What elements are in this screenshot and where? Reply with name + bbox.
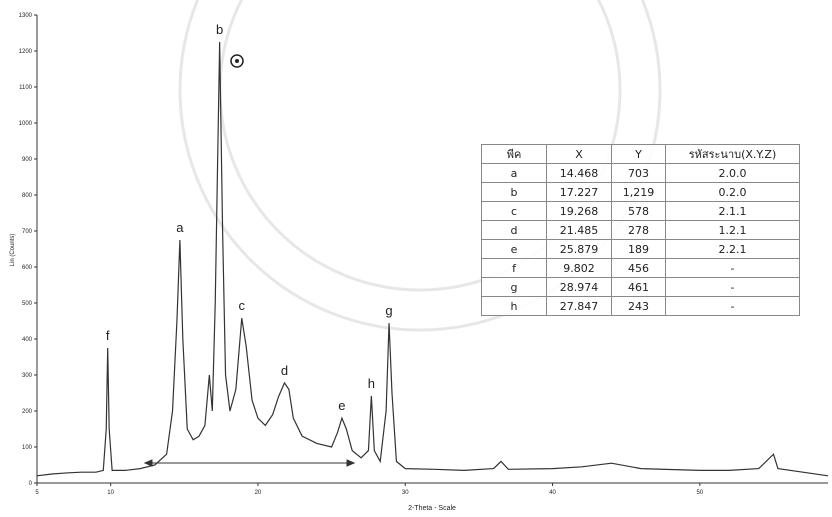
- peak-label: d: [281, 363, 288, 378]
- y-tick-label: 1100: [19, 85, 33, 91]
- table-cell: 578: [612, 202, 666, 221]
- table-cell: b: [482, 183, 547, 202]
- x-tick-label: 50: [697, 490, 704, 496]
- x-tick-label: 40: [549, 490, 556, 496]
- table-cell: d: [482, 221, 547, 240]
- table-cell: 2.1.1: [666, 202, 800, 221]
- peak-label: g: [385, 303, 392, 318]
- table-cell: พีค: [482, 145, 547, 164]
- table-cell: 1.2.1: [666, 221, 800, 240]
- table-cell: 703: [612, 164, 666, 183]
- table-cell: 25.879: [547, 240, 612, 259]
- table-cell: 9.802: [547, 259, 612, 278]
- peak-label: c: [238, 298, 245, 313]
- table-cell: X: [547, 145, 612, 164]
- table-cell: 14.468: [547, 164, 612, 183]
- y-tick-label: 900: [22, 157, 33, 163]
- y-tick-label: 400: [22, 337, 33, 343]
- table-cell: Y: [612, 145, 666, 164]
- table-cell: 28.974: [547, 278, 612, 297]
- table-cell: 27.847: [547, 297, 612, 316]
- table-cell: 456: [612, 259, 666, 278]
- y-tick-label: 500: [22, 301, 33, 307]
- peak-label: f: [106, 328, 110, 343]
- peak-label: a: [176, 220, 184, 235]
- table-cell: รหัสระนาบ(X.Y.Z): [666, 145, 800, 164]
- table-cell: 1,219: [612, 183, 666, 202]
- y-tick-label: 600: [22, 265, 33, 271]
- table-cell: 0.2.0: [666, 183, 800, 202]
- table-cell: h: [482, 297, 547, 316]
- table-cell: g: [482, 278, 547, 297]
- table-cell: 2.2.1: [666, 240, 800, 259]
- x-tick-label: 10: [107, 490, 114, 496]
- peak-label: b: [216, 22, 223, 37]
- table-cell: 21.485: [547, 221, 612, 240]
- x-axis-label: 2-Theta - Scale: [408, 505, 456, 512]
- peak-label: h: [368, 376, 375, 391]
- table-cell: 461: [612, 278, 666, 297]
- table-cell: 17.227: [547, 183, 612, 202]
- table-cell: 2.0.0: [666, 164, 800, 183]
- table-cell: f: [482, 259, 547, 278]
- y-tick-label: 200: [22, 409, 33, 415]
- y-tick-label: 1200: [19, 49, 33, 55]
- table-cell: 19.268: [547, 202, 612, 221]
- page: Lin (Counts) 2-Theta - Scale 0 100 200 300 4…: [0, 0, 832, 517]
- peak-label: e: [338, 398, 345, 413]
- range-arrow: [145, 460, 354, 466]
- table-cell: -: [666, 259, 800, 278]
- y-tick-label: 1300: [19, 13, 33, 19]
- y-tick-label: 700: [22, 229, 33, 235]
- table-cell: -: [666, 278, 800, 297]
- y-axis-label: Lin (Counts): [10, 234, 16, 267]
- x-tick-label: 30: [402, 490, 409, 496]
- table-cell: a: [482, 164, 547, 183]
- table-cell: c: [482, 202, 547, 221]
- y-tick-label: 1000: [19, 121, 33, 127]
- table-cell: 243: [612, 297, 666, 316]
- y-tick-label: 100: [22, 445, 33, 451]
- y-tick-label: 300: [22, 373, 33, 379]
- x-tick-label: 5: [35, 490, 39, 496]
- y-tick-label: 800: [22, 193, 33, 199]
- table-cell: 189: [612, 240, 666, 259]
- table-cell: e: [482, 240, 547, 259]
- table-cell: -: [666, 297, 800, 316]
- table-cell: 278: [612, 221, 666, 240]
- marker-symbol: [231, 55, 243, 67]
- x-tick-label: 20: [255, 490, 262, 496]
- y-tick-label: 0: [29, 481, 33, 487]
